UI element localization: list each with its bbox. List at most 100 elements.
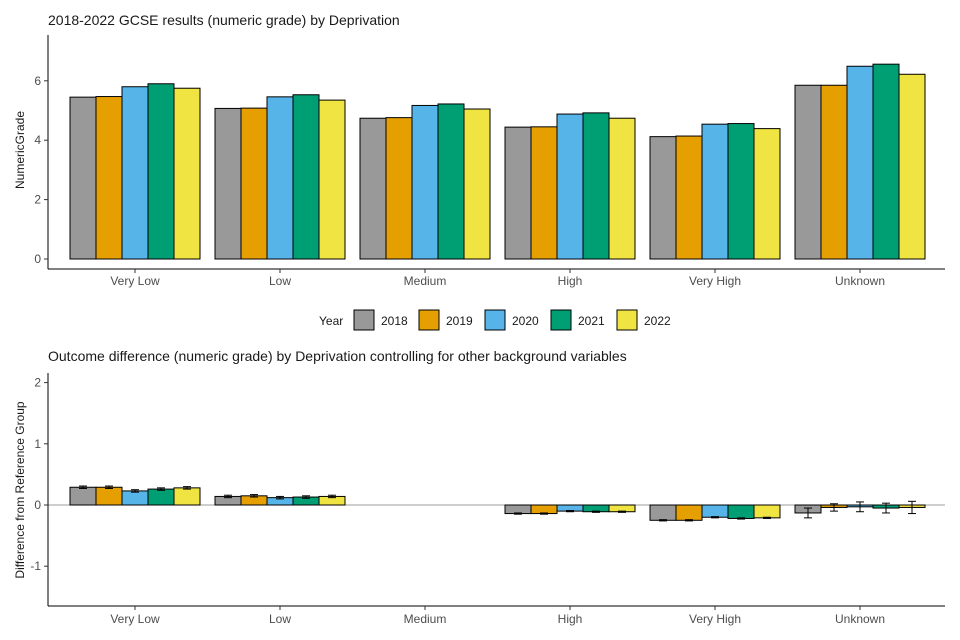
bar-2020-medium [411, 104, 439, 260]
bar-2020-unknown [846, 65, 874, 260]
bar-2020-very-high [701, 504, 729, 518]
bar-2019-medium [385, 117, 413, 260]
bar-2021-very-low [147, 83, 175, 260]
bar-2018-low [214, 107, 242, 260]
x-tick-label: Unknown [835, 612, 885, 626]
bar-2021-low [292, 94, 320, 260]
bar-2022-high [608, 117, 636, 260]
bar-2021-very-low [147, 488, 175, 506]
bar-2021-medium [437, 103, 465, 260]
error-bar-2020-low [276, 495, 284, 500]
error-bar-2022-very-high [763, 516, 771, 519]
x-tick-label: Very Low [110, 274, 160, 288]
error-bar-2022-high [618, 510, 626, 513]
bar-2018-high [504, 504, 532, 515]
legend-item-2022: 2022 [616, 309, 671, 331]
chart2-plot-area: -1 0 1 2 Very Low Low Medium High Very High Unkno… [30, 373, 945, 626]
legend-label: 2018 [381, 314, 408, 328]
bar-2020-very-high [701, 123, 729, 260]
chart1-plot-area: 0 2 4 6 Very Low Low Medium High Very High Unknow… [34, 35, 945, 288]
legend-item-2021: 2021 [550, 309, 605, 331]
x-tick-label: Very High [689, 274, 741, 288]
bar-2018-very-low [69, 96, 97, 260]
error-bar-2022-very-low [183, 486, 191, 490]
legend-label: 2021 [578, 314, 605, 328]
error-bar-2020-very-low [131, 489, 139, 493]
y-tick-label: 1 [34, 437, 41, 451]
bar-2019-high [530, 126, 558, 260]
y-tick-label: 4 [34, 133, 41, 147]
error-bar-2021-very-high [737, 517, 745, 520]
bar-2018-unknown [794, 84, 822, 260]
error-bar-2019-very-low [105, 485, 113, 489]
error-bar-2021-high [592, 510, 600, 513]
bar-2021-unknown [872, 63, 900, 260]
bar-2022-very-low [173, 487, 201, 506]
error-bar-2018-unknown [804, 507, 812, 519]
error-bar-2021-low [302, 495, 310, 499]
legend-item-2018: 2018 [353, 309, 408, 331]
chart2-title: Outcome difference (numeric grade) by De… [48, 348, 627, 364]
bar-2019-high [530, 504, 558, 515]
error-bar-2022-low [328, 494, 336, 499]
legend: Year 2018 2019 2020 2021 2022 [319, 309, 671, 331]
x-tick-label: Very High [689, 612, 741, 626]
y-tick-label: 0 [34, 252, 41, 266]
error-bar-2019-very-high [685, 519, 693, 522]
legend-swatch [484, 309, 506, 331]
legend-swatch [550, 309, 572, 331]
bar-2021-very-high [727, 123, 755, 260]
x-tick-label: Low [269, 274, 291, 288]
y-tick-label: 6 [34, 74, 41, 88]
x-tick-label: Unknown [835, 274, 885, 288]
legend-label: 2019 [446, 314, 473, 328]
bar-2020-low [266, 96, 294, 260]
error-bar-2019-low [250, 494, 258, 498]
bar-2022-very-high [753, 504, 781, 519]
bar-2022-low [318, 99, 346, 260]
bar-2018-very-low [69, 486, 97, 506]
bar-2022-medium [463, 108, 491, 260]
bar-2019-very-low [95, 486, 123, 506]
legend-swatch [616, 309, 638, 331]
error-bar-2019-high [540, 512, 548, 515]
bar-2021-very-high [727, 504, 755, 519]
bar-2018-very-high [649, 136, 677, 260]
y-tick-label: 2 [34, 376, 41, 390]
bar-2019-very-high [675, 135, 703, 260]
bar-2019-unknown [820, 84, 848, 260]
chart2-y-axis-label: Difference from Reference Group [13, 401, 27, 579]
bar-2019-very-high [675, 504, 703, 521]
bar-2021-high [582, 112, 610, 260]
error-bar-2018-high [514, 512, 522, 515]
error-bar-2020-high [566, 510, 574, 513]
x-tick-label: Very Low [110, 612, 160, 626]
chart1-y-axis-label: NumericGrade [13, 111, 27, 189]
y-tick-label: 2 [34, 193, 41, 207]
x-tick-label: High [558, 274, 583, 288]
legend-label: 2020 [512, 314, 539, 328]
x-tick-label: Medium [404, 274, 447, 288]
bar-2020-high [556, 113, 584, 260]
error-bar-2022-unknown [908, 500, 916, 515]
legend-item-2019: 2019 [418, 309, 473, 331]
bar-2020-very-low [121, 86, 149, 260]
bar-2019-low [240, 107, 268, 260]
error-bar-2020-unknown [856, 501, 864, 513]
bar-2018-high [504, 126, 532, 260]
y-tick-label: -1 [30, 559, 41, 573]
bar-2020-very-low [121, 490, 149, 506]
error-bar-2018-low [224, 494, 232, 499]
error-bar-2018-very-low [79, 485, 87, 489]
bar-2018-very-high [649, 504, 677, 521]
bar-2022-very-low [173, 87, 201, 260]
x-tick-label: Medium [404, 612, 447, 626]
chart1-title: 2018-2022 GCSE results (numeric grade) b… [48, 12, 400, 28]
legend-item-2020: 2020 [484, 309, 539, 331]
legend-swatch [353, 309, 375, 331]
error-bar-2018-very-high [659, 519, 667, 522]
y-tick-label: 0 [34, 498, 41, 512]
error-bar-2019-unknown [830, 503, 838, 512]
legend-swatch [418, 309, 440, 331]
